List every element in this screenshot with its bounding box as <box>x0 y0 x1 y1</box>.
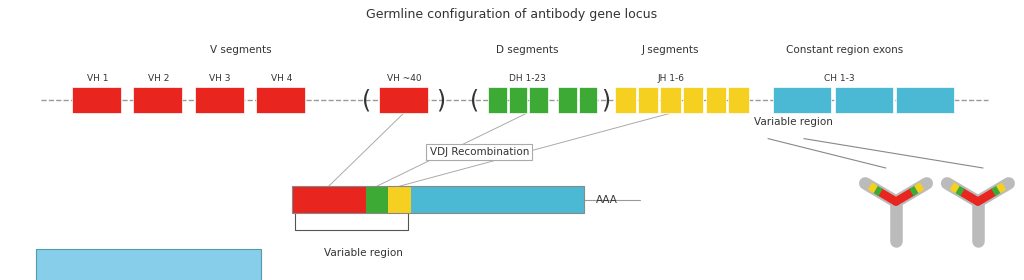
Bar <box>292 186 366 213</box>
Bar <box>36 249 261 280</box>
Bar <box>411 186 584 213</box>
Text: J segments: J segments <box>642 45 699 55</box>
Bar <box>835 87 893 113</box>
Text: (: ( <box>470 89 478 113</box>
Text: AAA: AAA <box>596 195 617 205</box>
Text: VH 3: VH 3 <box>210 74 230 83</box>
Bar <box>529 87 548 113</box>
Bar <box>706 87 726 113</box>
Bar <box>579 87 597 113</box>
Text: V segments: V segments <box>210 45 271 55</box>
Text: VH 2: VH 2 <box>148 74 169 83</box>
Bar <box>379 87 428 113</box>
Bar <box>366 186 388 213</box>
Bar <box>292 186 584 213</box>
Text: D segments: D segments <box>496 45 559 55</box>
Text: Variable region: Variable region <box>754 117 834 127</box>
Bar <box>488 87 507 113</box>
Bar <box>660 87 681 113</box>
Text: VH 4: VH 4 <box>271 74 292 83</box>
Bar <box>256 87 305 113</box>
Bar <box>558 87 577 113</box>
Bar <box>728 87 749 113</box>
Text: Variable region: Variable region <box>324 248 403 258</box>
Bar <box>195 87 244 113</box>
Text: VH 1: VH 1 <box>87 74 108 83</box>
Text: (: ( <box>362 89 371 113</box>
Text: DH 1-23: DH 1-23 <box>509 74 546 83</box>
Bar <box>638 87 658 113</box>
Text: ): ) <box>436 89 444 113</box>
Text: Germline configuration of antibody gene locus: Germline configuration of antibody gene … <box>367 8 657 21</box>
Bar <box>509 87 527 113</box>
Bar <box>388 186 411 213</box>
Text: VH ~40: VH ~40 <box>387 74 422 83</box>
Text: JH 1-6: JH 1-6 <box>657 74 684 83</box>
Bar <box>72 87 121 113</box>
Text: Constant region exons: Constant region exons <box>786 45 903 55</box>
Bar <box>773 87 831 113</box>
Bar <box>615 87 636 113</box>
Bar <box>896 87 954 113</box>
Bar <box>133 87 182 113</box>
Text: VDJ Recombination: VDJ Recombination <box>429 147 529 157</box>
Text: ): ) <box>602 89 610 113</box>
Bar <box>683 87 703 113</box>
Text: CH 1-3: CH 1-3 <box>824 74 855 83</box>
